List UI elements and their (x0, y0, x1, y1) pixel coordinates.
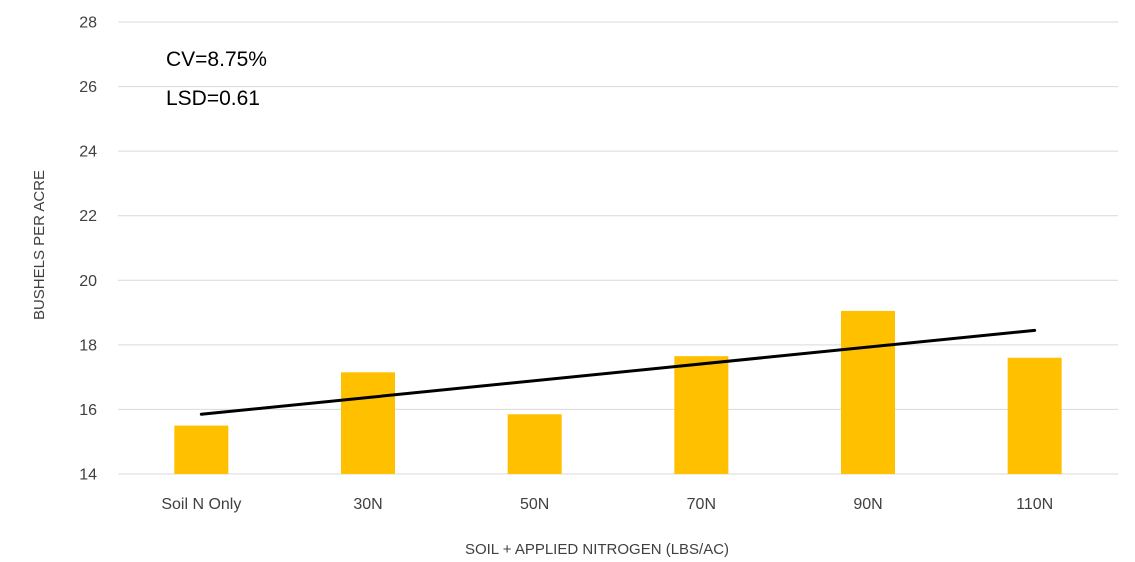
x-tick-label: 110N (1016, 496, 1053, 513)
bar (507, 414, 562, 474)
y-tick-label: 18 (79, 337, 97, 354)
y-tick-label: 20 (79, 273, 97, 290)
bar (1007, 357, 1062, 474)
lsd-annotation: LSD=0.61 (166, 87, 260, 110)
bar (674, 356, 729, 474)
bar (174, 425, 229, 474)
y-axis-tick-labels: 14 16 18 20 22 24 26 28 (79, 15, 97, 484)
gridlines (118, 21, 1118, 475)
y-tick-label: 28 (79, 15, 97, 32)
x-axis-title: SOIL + APPLIED NITROGEN (LBS/AC) (465, 541, 729, 558)
bar (841, 310, 895, 474)
y-tick-label: 22 (79, 208, 97, 225)
bars (174, 310, 1062, 474)
y-tick-label: 24 (79, 144, 97, 161)
bar (341, 372, 395, 474)
x-tick-label: Soil N Only (161, 496, 241, 513)
x-tick-label: 70N (687, 496, 716, 513)
cv-annotation: CV=8.75% (166, 48, 267, 71)
x-axis-tick-labels: Soil N Only 30N 50N 70N 90N 110N (161, 496, 1053, 513)
x-tick-label: 30N (353, 496, 382, 513)
y-tick-label: 14 (79, 467, 97, 484)
x-tick-label: 50N (520, 496, 549, 513)
trendline-group (199, 328, 1037, 416)
x-tick-label: 90N (853, 496, 882, 513)
y-axis-title: BUSHELS PER ACRE (31, 170, 48, 320)
y-tick-label: 26 (79, 79, 97, 96)
trendline (199, 328, 1037, 416)
y-tick-label: 16 (79, 402, 97, 419)
